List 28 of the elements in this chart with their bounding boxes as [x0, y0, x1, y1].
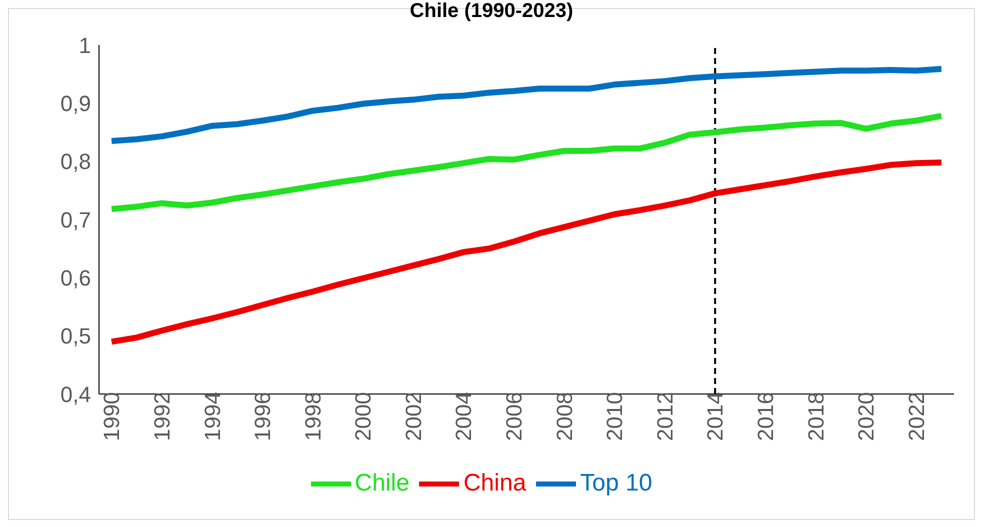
- y-tick-label: 0,4: [60, 382, 91, 407]
- x-tick-label: 1990: [99, 392, 124, 441]
- x-tick-label: 2012: [652, 392, 678, 441]
- x-tick-label: 1996: [250, 392, 276, 441]
- y-tick-label: 0,9: [60, 90, 91, 116]
- chart-title: Chile (1990-2023): [408, 0, 574, 22]
- y-tick-label: 0,7: [60, 207, 91, 232]
- x-tick-label: 2004: [451, 392, 476, 441]
- x-tick-label: 2008: [552, 392, 577, 441]
- x-tick-label: 2016: [753, 392, 778, 441]
- legend-label: Top 10: [580, 469, 652, 496]
- y-tick-label: 0,5: [60, 324, 91, 349]
- x-tick-label: 2002: [400, 392, 426, 441]
- x-tick-label: 1994: [200, 392, 225, 441]
- legend-label: Chile: [354, 469, 410, 496]
- x-tick-label: 2010: [602, 392, 628, 441]
- x-tick-label: 1992: [149, 392, 174, 441]
- x-tick-label: 2018: [803, 392, 828, 441]
- y-tick-label: 1: [78, 32, 91, 58]
- y-tick-label: 0,6: [60, 265, 91, 290]
- x-tick-label: 2020: [854, 392, 879, 441]
- x-tick-label: 1998: [300, 392, 326, 441]
- y-tick-label: 0,8: [60, 149, 91, 174]
- legend-label: China: [463, 469, 526, 496]
- x-tick-label: 2022: [904, 392, 929, 441]
- x-tick-label: 2014: [702, 392, 728, 441]
- x-tick-label: 2006: [502, 392, 527, 441]
- x-tick-label: 2000: [350, 392, 376, 441]
